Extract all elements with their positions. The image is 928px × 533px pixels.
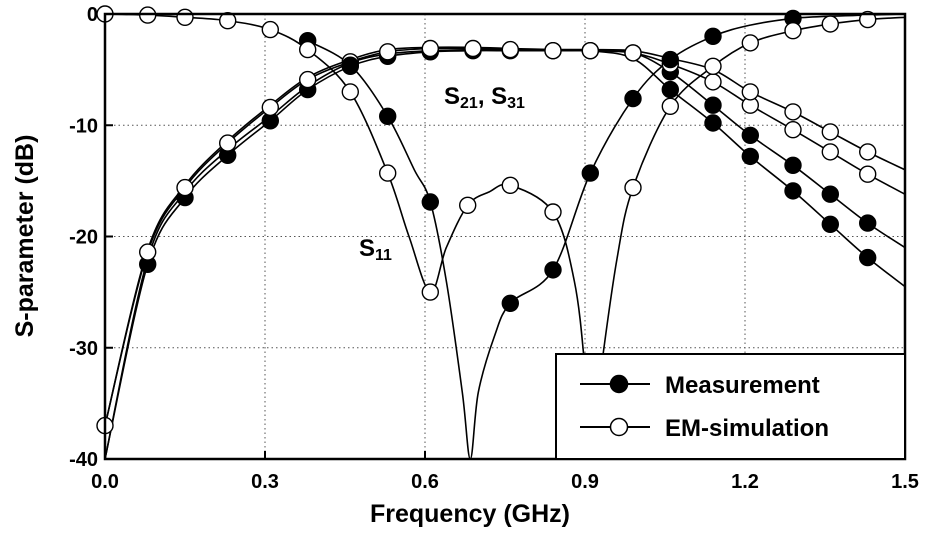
data-point-S21-simulation (821, 143, 839, 161)
data-point-S21-simulation (464, 39, 482, 58)
x-tick-label: 0.3 (251, 471, 279, 493)
data-point-S11-simulation (421, 283, 439, 301)
data-point-S11-simulation (624, 178, 642, 197)
data-point-S11-simulation (544, 203, 562, 221)
data-point-S11-simulation (741, 34, 759, 52)
data-point-S21-simulation (138, 243, 157, 261)
data-point-S31-measurement (704, 114, 722, 132)
annotation-s21-s31: S21, S31 (444, 83, 525, 112)
data-point-S21-measurement (859, 214, 877, 232)
x-tick-label: 0.9 (571, 471, 599, 493)
data-point-S21-simulation (176, 178, 194, 197)
data-point-S21-measurement (784, 156, 802, 175)
data-point-S21-simulation (421, 39, 439, 58)
data-point-S11-measurement (581, 164, 599, 182)
data-point-S11-measurement (379, 107, 397, 126)
data-point-S11-simulation (299, 40, 317, 59)
data-point-S31-measurement (821, 215, 839, 234)
data-point-S11-simulation (704, 57, 722, 76)
data-point-S31-measurement (741, 147, 759, 166)
x-tick-label: 0.6 (411, 471, 439, 493)
data-point-S21-simulation (544, 42, 562, 60)
data-point-S21-measurement (704, 96, 722, 114)
data-point-S11-simulation (261, 20, 279, 39)
legend-marker-simulation (609, 417, 629, 437)
data-point-S31-measurement (859, 248, 877, 267)
y-tick-label: -30 (69, 338, 98, 360)
x-axis-title: Frequency (GHz) (370, 500, 570, 528)
data-point-S11-simulation (859, 10, 877, 29)
x-tick-label: 1.2 (731, 471, 759, 493)
y-tick-label: -40 (69, 449, 98, 471)
data-point-S31-simulation (741, 83, 759, 101)
data-point-S11-simulation (784, 22, 802, 40)
data-point-S11-measurement (704, 27, 722, 45)
annotation-s11: S11 (359, 235, 392, 264)
data-point-S11-simulation (379, 164, 397, 182)
y-tick-label: -20 (69, 227, 98, 249)
data-point-S21-measurement (821, 185, 839, 203)
series-line-S21-measurement (105, 49, 905, 459)
data-point-S21-simulation (859, 165, 877, 183)
y-axis-title: S-parameter (dB) (11, 135, 39, 338)
data-point-S21-simulation (218, 134, 237, 152)
data-point-S21-simulation (581, 42, 599, 60)
series-line-S31-simulation (105, 46, 905, 426)
data-point-S11-measurement (341, 56, 359, 74)
data-point-S11-simulation (459, 196, 477, 215)
data-point-S31-measurement (661, 80, 679, 99)
data-point-S11-simulation (218, 12, 237, 30)
series-markers (96, 5, 877, 435)
grid-lines (105, 14, 905, 459)
data-point-S21-simulation (501, 40, 519, 59)
legend: Measurement EM-simulation (555, 353, 906, 460)
data-point-S21-simulation (299, 70, 317, 89)
data-point-S31-measurement (784, 182, 802, 200)
data-point-S21-simulation (624, 44, 642, 62)
legend-box (555, 353, 906, 460)
legend-label-measurement: Measurement (665, 372, 820, 399)
data-point-S11-measurement (544, 261, 562, 279)
data-point-S11-simulation (501, 176, 519, 195)
data-point-S21-measurement (741, 126, 759, 145)
legend-marker-measurement (609, 374, 629, 394)
data-point-S31-simulation (821, 123, 839, 141)
data-point-S11-simulation (661, 97, 679, 116)
data-point-S21-simulation (784, 120, 802, 139)
y-tick-label: -10 (69, 115, 98, 137)
y-tick-label: 0 (87, 4, 98, 26)
x-tick-label: 1.5 (891, 471, 919, 493)
data-point-S31-simulation (784, 103, 802, 121)
data-point-S11-simulation (821, 15, 839, 33)
data-point-S11-measurement (421, 193, 439, 211)
series-line-S21-simulation (105, 47, 905, 426)
data-point-S21-simulation (704, 73, 722, 91)
data-point-S11-measurement (501, 294, 519, 312)
data-point-S11-simulation (341, 83, 359, 101)
legend-label-simulation: EM-simulation (665, 415, 829, 442)
data-point-S11-measurement (661, 50, 679, 69)
x-tick-label: 0.0 (91, 471, 119, 493)
x-tick-labels: 0.0 0.3 0.6 0.9 1.2 1.5 (91, 471, 919, 493)
data-point-S11-measurement (624, 89, 642, 108)
data-point-S21-simulation (379, 43, 397, 61)
y-tick-labels: 0 -10 -20 -30 -40 (69, 4, 98, 471)
data-point-S11-simulation (176, 8, 194, 26)
data-point-S31-simulation (859, 143, 877, 161)
data-point-S21-simulation (261, 98, 279, 117)
